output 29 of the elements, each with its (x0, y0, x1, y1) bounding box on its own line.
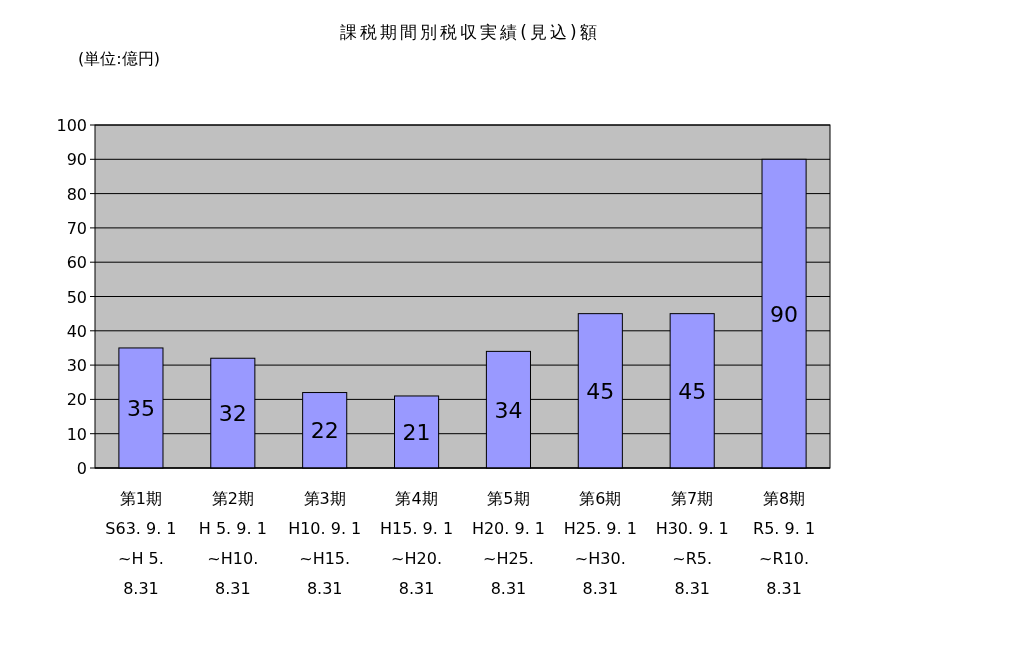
ytick: 20 (66, 390, 87, 410)
ytick: 50 (66, 287, 87, 307)
xtick: 第2期 H 5. 9. 1 ~H10. 8.31 (198, 489, 267, 598)
xtick: 第1期 S63. 9. 1 ~H 5. 8.31 (105, 489, 177, 598)
xtick: 第7期 H30. 9. 1 ~R5. 8.31 (655, 489, 729, 598)
xtick: 第6期 H25. 9. 1 ~H30. 8.31 (563, 489, 637, 598)
data-label: 45 (678, 378, 707, 404)
data-label: 45 (586, 378, 615, 404)
xtick: 第5期 H20. 9. 1 ~H25. 8.31 (471, 489, 545, 598)
data-label: 34 (494, 397, 523, 423)
ytick: 0 (76, 459, 87, 478)
ytick: 70 (66, 218, 87, 238)
ytick: 100 (56, 116, 87, 135)
xtick: 第8期 R5. 9. 1 ~R10. 8.31 (753, 489, 816, 598)
ytick: 90 (66, 150, 87, 170)
ytick: 10 (66, 424, 87, 444)
ytick: 40 (66, 321, 87, 341)
ytick: 60 (66, 253, 87, 273)
ylabel: (単位:億円) (78, 49, 160, 68)
title: 課税期間別税収実績(見込)額 (340, 22, 600, 42)
data-label: 32 (218, 401, 247, 427)
ytick: 80 (66, 184, 87, 204)
xtick: 第3期 H10. 9. 1 ~H15. 8.31 (288, 489, 362, 598)
data-label: 22 (310, 418, 339, 444)
ytick: 30 (66, 356, 87, 376)
data-label: 90 (770, 301, 799, 327)
data-label: 35 (126, 396, 155, 421)
xtick: 第4期 H15. 9. 1 ~H20. 8.31 (380, 489, 454, 598)
data-label: 21 (402, 420, 431, 445)
